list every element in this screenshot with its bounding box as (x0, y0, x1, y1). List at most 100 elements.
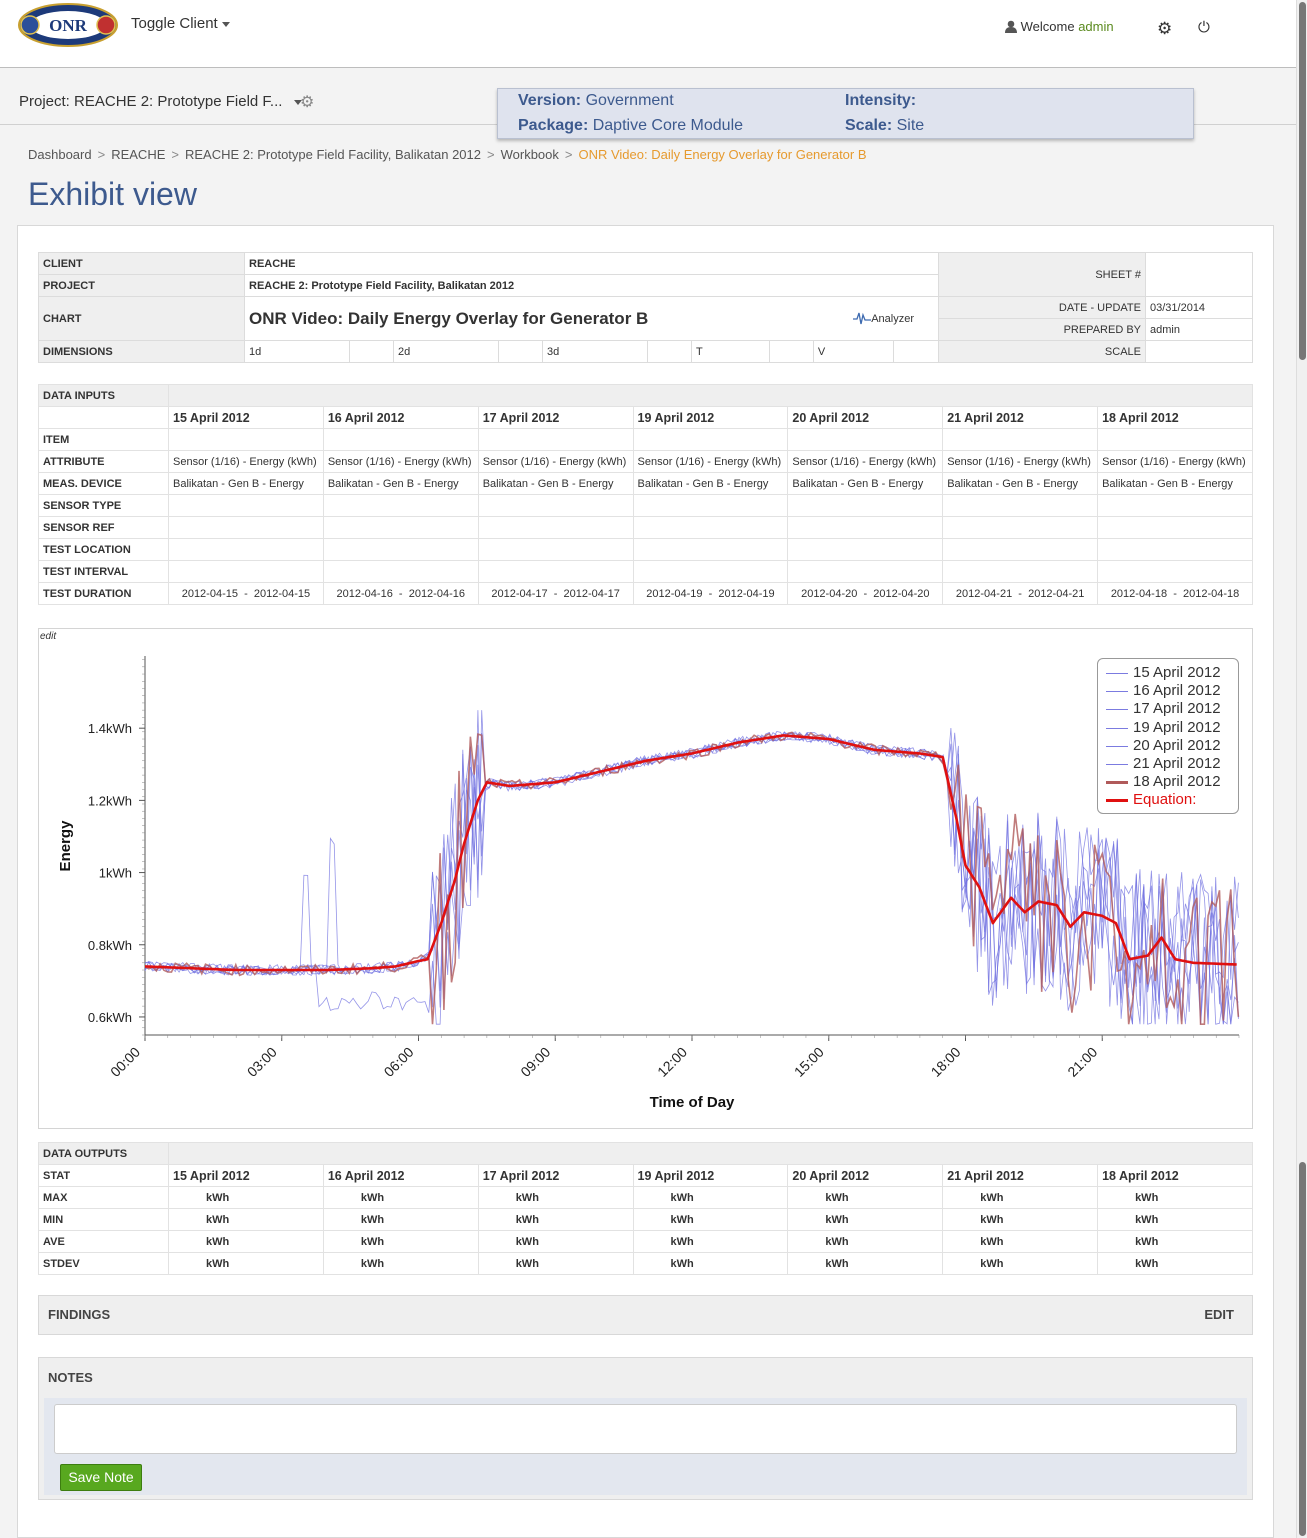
findings-edit-button[interactable]: EDIT (1204, 1307, 1234, 1322)
notes-label: NOTES (48, 1370, 93, 1385)
scrollbar-thumb[interactable] (1299, 2, 1306, 360)
data-outputs-table: DATA OUTPUTS STAT 15 April 2012 16 April… (38, 1142, 1253, 1275)
dim-v-value (893, 340, 939, 363)
breadcrumb-reache[interactable]: REACHE (111, 147, 166, 162)
project-label: PROJECT (38, 274, 245, 297)
chart-legend: 15 April 2012 16 April 2012 17 April 201… (1097, 658, 1239, 814)
attribute-cell: Sensor (1/16) - Energy (kWh) (787, 450, 944, 473)
project-value: REACHE 2: Prototype Field Facility, Bali… (244, 274, 939, 297)
device-cell: Balikatan - Gen B - Energy (477, 472, 634, 495)
legend-label: 17 April 2012 (1133, 700, 1221, 717)
x-axis-title: Time of Day (650, 1094, 735, 1111)
breadcrumb-separator: > (171, 147, 179, 162)
row-label-meas-device: MEAS. DEVICE (38, 472, 169, 495)
row-label-attribute: ATTRIBUTE (38, 450, 169, 473)
scale-label: SCALE (938, 340, 1146, 363)
toggle-client-dropdown[interactable]: Toggle Client (131, 15, 230, 32)
x-tick-label: 03:00 (244, 1044, 280, 1080)
y-tick-label: 0.8kWh (88, 938, 132, 953)
page-title: Exhibit view (28, 176, 197, 212)
notes-textarea[interactable] (54, 1404, 1237, 1454)
device-cell: Balikatan - Gen B - Energy (168, 472, 324, 495)
x-tick-label: 12:00 (654, 1044, 690, 1080)
output-date: 20 April 2012 (787, 1164, 944, 1187)
duration-cell: 2012-04-18 - 2012-04-18 (1097, 582, 1253, 605)
breadcrumb-workbook[interactable]: Workbook (500, 147, 559, 162)
stat-cell: kWh (168, 1252, 324, 1275)
device-cell: Balikatan - Gen B - Energy (1097, 472, 1253, 495)
version-label: Version: (518, 92, 582, 109)
project-selector[interactable]: Project: REACHE 2: Prototype Field F... (19, 93, 303, 110)
stat-cell: kWh (322, 1208, 479, 1231)
legend-item[interactable]: 20 April 2012 (1106, 737, 1236, 756)
stat-cell: kWh (1097, 1186, 1253, 1209)
stat-cell: kWh (477, 1252, 634, 1275)
stat-cell: kWh (632, 1230, 789, 1253)
project-info-box: Version: Government Package: Daptive Cor… (497, 88, 1194, 139)
legend-item[interactable]: 19 April 2012 (1106, 719, 1236, 738)
legend-swatch (1106, 691, 1128, 692)
dim-2d-value (497, 340, 544, 363)
device-cell: Balikatan - Gen B - Energy (632, 472, 789, 495)
legend-swatch (1106, 799, 1128, 802)
legend-item[interactable]: 18 April 2012 (1106, 773, 1236, 792)
chart-label: CHART (38, 296, 245, 341)
x-tick-label: 18:00 (928, 1044, 964, 1080)
x-tick-label: 06:00 (381, 1044, 417, 1080)
device-cell: Balikatan - Gen B - Energy (787, 472, 944, 495)
dim-v: V (812, 340, 895, 363)
scale-value: Site (896, 117, 925, 134)
legend-item[interactable]: 16 April 2012 (1106, 682, 1236, 701)
project-settings-gear-icon[interactable]: ⚙ (300, 94, 315, 111)
dim-t: T (691, 340, 770, 363)
legend-item[interactable]: 17 April 2012 (1106, 700, 1236, 719)
dim-2d: 2d (393, 340, 499, 363)
stat-cell: kWh (322, 1230, 479, 1253)
client-label: CLIENT (38, 252, 245, 275)
breadcrumb-project[interactable]: REACHE 2: Prototype Field Facility, Bali… (184, 147, 481, 162)
duration-cell: 2012-04-20 - 2012-04-20 (787, 582, 944, 605)
breadcrumb-separator: > (564, 147, 573, 162)
stat-cell: kWh (942, 1230, 1099, 1253)
attribute-cell: Sensor (1/16) - Energy (kWh) (322, 450, 479, 473)
row-label-test-interval: TEST INTERVAL (38, 560, 169, 583)
row-label-item: ITEM (38, 428, 169, 451)
logo-text: ONR (49, 16, 88, 35)
dim-1d: 1d (244, 340, 350, 363)
legend-item[interactable]: 21 April 2012 (1106, 755, 1236, 774)
stat-cell: kWh (168, 1230, 324, 1253)
save-note-button[interactable]: Save Note (60, 1464, 142, 1491)
output-date: 17 April 2012 (477, 1164, 634, 1187)
prepared-value: admin (1145, 318, 1253, 341)
stat-cell: kWh (322, 1186, 479, 1209)
analyzer-label: Analyzer (871, 313, 914, 325)
top-navbar: ONR Toggle Client Welcome admin ⚙ ⏻ (0, 0, 1296, 68)
series-line-18-april (144, 731, 1240, 1026)
series-line-3 (144, 731, 1239, 1025)
chart-edit-link[interactable]: edit (40, 631, 57, 642)
vertical-scrollbar[interactable] (1296, 0, 1307, 1538)
scale-value (1145, 340, 1253, 363)
power-logout-icon[interactable]: ⏻ (1198, 19, 1210, 36)
legend-item[interactable]: Equation: (1106, 791, 1236, 810)
scrollbar-thumb[interactable] (1299, 1162, 1306, 1536)
row-label-test-location: TEST LOCATION (38, 538, 169, 561)
analyzer-link[interactable]: Analyzer (853, 311, 914, 325)
onr-logo[interactable]: ONR (18, 3, 118, 47)
waveform-icon (853, 312, 872, 325)
output-date: 16 April 2012 (322, 1164, 479, 1187)
output-date: 21 April 2012 (942, 1164, 1099, 1187)
legend-item[interactable]: 15 April 2012 (1106, 664, 1236, 683)
date-label: DATE - UPDATE (938, 296, 1146, 319)
stat-stdev-label: STDEV (38, 1252, 169, 1275)
client-value: REACHE (244, 252, 939, 275)
breadcrumb-dashboard[interactable]: Dashboard (28, 147, 92, 162)
chevron-down-icon (294, 99, 303, 105)
duration-cell: 2012-04-15 - 2012-04-15 (168, 582, 324, 605)
settings-gear-icon[interactable]: ⚙ (1157, 19, 1173, 38)
welcome-user[interactable]: Welcome admin (1005, 19, 1114, 34)
sheet-label: SHEET # (938, 252, 1146, 297)
stat-cell: kWh (322, 1252, 479, 1275)
row-label-sensor-type: SENSOR TYPE (38, 494, 169, 517)
breadcrumb-separator: > (487, 147, 495, 162)
